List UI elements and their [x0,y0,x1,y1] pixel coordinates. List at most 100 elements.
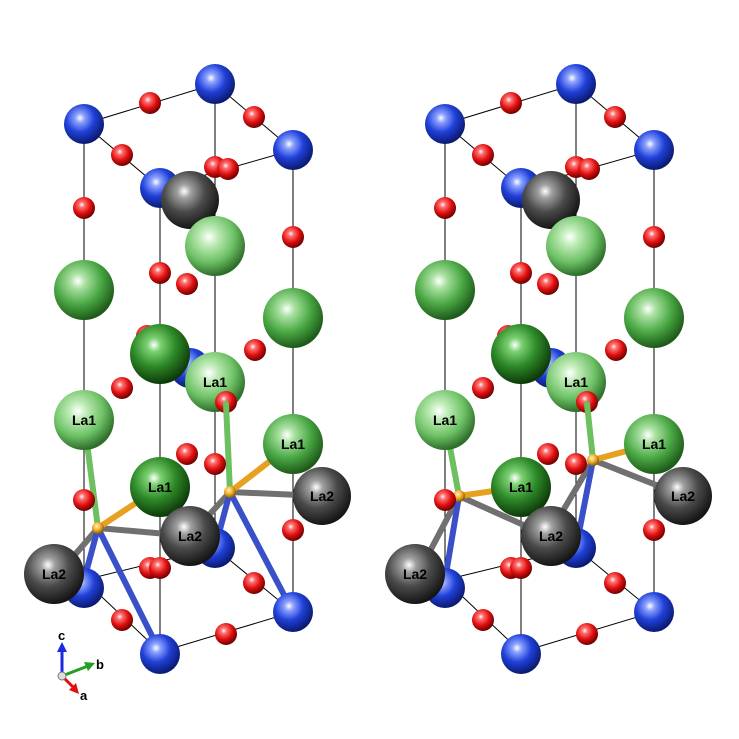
left-la2-atom-35 [160,506,220,566]
right-atom-label-la1: La1 [509,479,533,495]
left-oxygen-atom-8 [217,158,239,180]
right-atom-label-la1: La1 [642,436,666,452]
left-atom-label-la1: La1 [203,374,227,390]
left-la1-atom-12 [185,216,245,276]
right-oxygen-atom-4 [500,92,522,114]
left-atom-label-la2: La2 [42,566,66,582]
left-atom-label-la2: La2 [178,528,202,544]
right-la1-atom-15 [415,260,475,320]
left-atom-label-la1: La1 [148,479,172,495]
left-la1-atom-15 [54,260,114,320]
right-center-atom-1 [587,454,599,466]
right-oxygen-atom-5 [604,106,626,128]
left-oxygen-atom-34 [149,557,171,579]
right-oxygen-atom-34 [510,557,532,579]
left-la1-atom-28 [130,457,190,517]
left-blue-atom-2 [273,130,313,170]
right-la2-atom-35 [521,506,581,566]
a-axis-arrowhead [69,683,79,694]
left-oxygen-atom-6 [111,144,133,166]
left-atom-label-la1: La1 [281,436,305,452]
left-oxygen-atom-29 [73,489,95,511]
structure-scene: La1 La1 La1 La1 La2 La2 La2 La1 La1 La1 La1 La2 La2 L… [24,64,712,674]
left-oxygen-atom-38 [243,572,265,594]
right-oxygen-atom-38 [604,572,626,594]
left-oxygen-atom-26 [176,443,198,465]
left-bond-9 [227,489,296,615]
right-la2-atom-9 [522,171,580,229]
right-la1-atom-28 [491,457,551,517]
left-oxygen-atom-22 [111,377,133,399]
left-bond-6 [223,401,233,495]
right-oxygen-atom-18 [605,339,627,361]
left-center-atom-0 [92,522,104,534]
left-atom-label-la2: La2 [310,488,334,504]
left-la1-atom-16 [263,288,323,348]
right-oxygen-atom-41 [576,623,598,645]
b-axis-arrow [61,664,89,678]
right-atom-label-la1: La1 [564,374,588,390]
right-oxygen-atom-8 [578,158,600,180]
c-axis-arrowhead [57,642,67,652]
left-blue-atom-42 [140,634,180,674]
right-la1-atom-25 [624,414,684,474]
left-center-atom-1 [224,486,236,498]
left-oxygen-atom-5 [243,106,265,128]
axis-origin [57,671,67,681]
left-la1-atom-25 [263,414,323,474]
left-oxygen-atom-10 [73,197,95,219]
left-oxygen-atom-27 [204,453,226,475]
right-oxygen-atom-29 [434,489,456,511]
right-la1-atom-20 [491,324,551,384]
left-oxygen-atom-14 [176,273,198,295]
right-la1-atom-24 [415,390,475,450]
right-oxygen-atom-22 [472,377,494,399]
right-bond-5 [584,401,596,463]
right-center-atom-0 [453,490,465,502]
right-oxygen-atom-6 [472,144,494,166]
left-la1-atom-24 [54,390,114,450]
left-oxygen-atom-11 [282,226,304,248]
right-bond-3 [442,493,462,583]
right-blue-atom-2 [634,130,674,170]
left-la2-atom-9 [161,171,219,229]
b-axis-arrowhead [84,662,95,671]
right-oxygen-atom-10 [434,197,456,219]
right-la1-atom-12 [546,216,606,276]
left-oxygen-atom-18 [244,339,266,361]
right-oxygen-atom-11 [643,226,665,248]
c-axis-label: c [58,628,65,643]
left-blue-atom-39 [273,592,313,632]
right-blue-atom-1 [425,104,465,144]
left-oxygen-atom-13 [149,262,171,284]
b-axis-label: b [96,657,104,672]
left-oxygen-atom-4 [139,92,161,114]
right-oxygen-atom-26 [537,443,559,465]
left-oxygen-atom-41 [215,623,237,645]
right-blue-atom-42 [501,634,541,674]
right-la2-atom-31 [654,467,712,525]
right-blue-atom-39 [634,592,674,632]
right-atom-label-la2: La2 [671,488,695,504]
right-oxygen-atom-14 [537,273,559,295]
left-oxygen-atom-30 [282,519,304,541]
right-oxygen-atom-30 [643,519,665,541]
left-oxygen-atom-40 [111,609,133,631]
left-atom-label-la1: La1 [72,412,96,428]
right-oxygen-atom-13 [510,262,532,284]
right-la2-atom-37 [385,544,445,604]
right-oxygen-atom-27 [565,453,587,475]
right-blue-atom-0 [556,64,596,104]
right-atom-label-la2: La2 [403,566,427,582]
left-la2-atom-37 [24,544,84,604]
left-blue-atom-1 [64,104,104,144]
right-la1-atom-16 [624,288,684,348]
left-blue-atom-0 [195,64,235,104]
right-oxygen-atom-40 [472,609,494,631]
a-axis-label: a [80,688,88,703]
left-la1-atom-20 [130,324,190,384]
left-la2-atom-31 [293,467,351,525]
right-atom-label-la2: La2 [539,528,563,544]
